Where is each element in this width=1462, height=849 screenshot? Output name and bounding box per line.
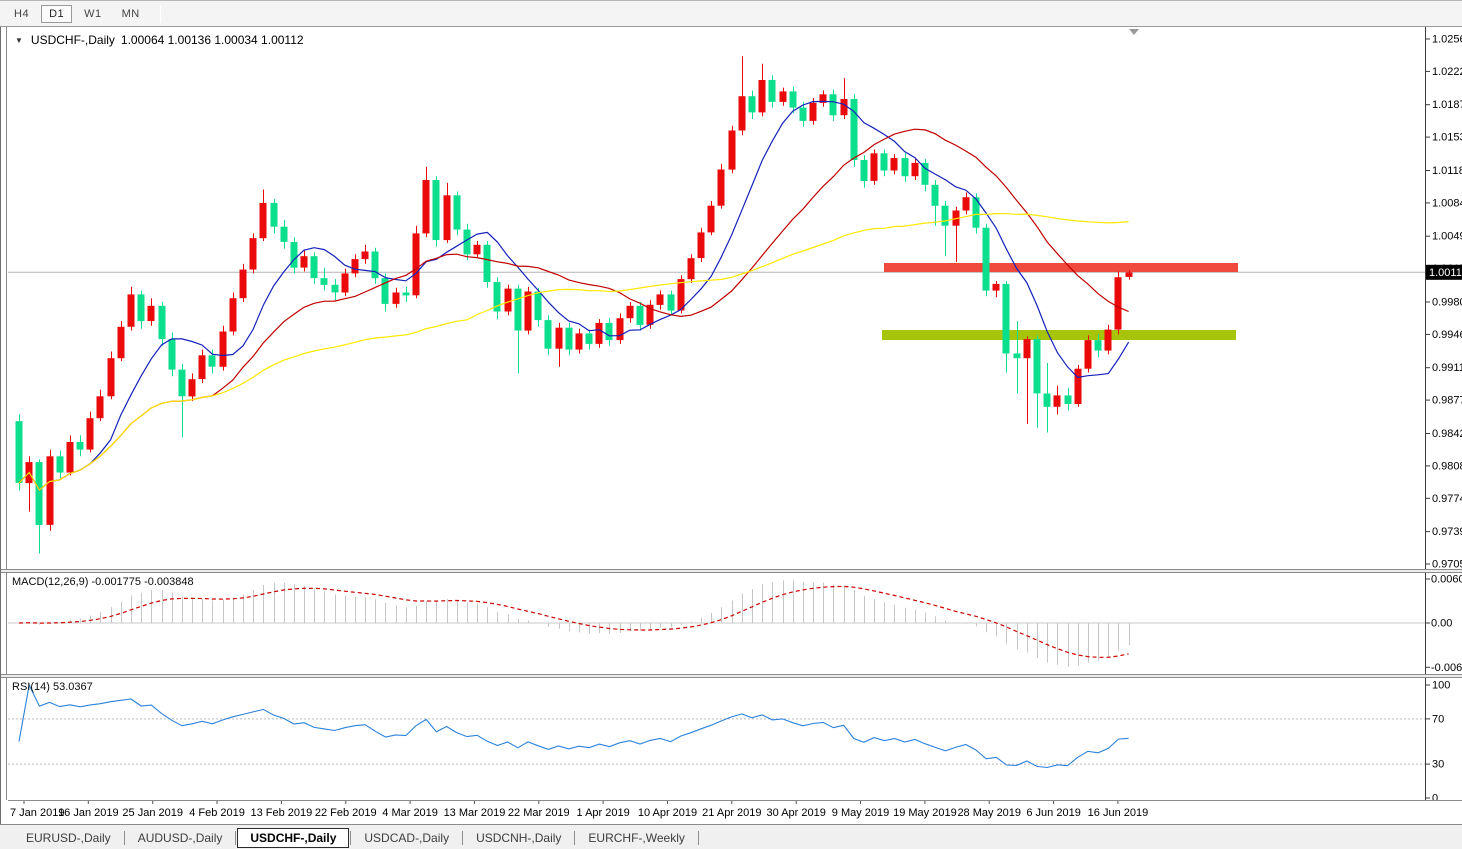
- date-tick-label: 4 Mar 2019: [382, 807, 438, 819]
- rsi-tick-label: 0: [1432, 793, 1438, 801]
- timeframe-button-d1[interactable]: D1: [41, 4, 73, 23]
- price-chart-panel[interactable]: ▼ USDCHF-,Daily 1.00064 1.00136 1.00034 …: [8, 27, 1425, 569]
- timeframe-button-h4[interactable]: H4: [14, 7, 30, 20]
- date-tick-label: 22 Feb 2019: [315, 807, 377, 819]
- price-tick-label: 1.01870: [1432, 99, 1462, 111]
- price-axis[interactable]: 1.02560 1.02220 1.01870 1.01530 1.01180 1.008…: [1425, 27, 1462, 800]
- chart-window: ▼ USDCHF-,Daily 1.00064 1.00136 1.00034 …: [0, 27, 1462, 824]
- date-tick-label: 1 Apr 2019: [577, 807, 630, 819]
- current-price-tag-value: 1.00112: [1429, 267, 1462, 279]
- support-band: [882, 330, 1236, 340]
- macd-label: MACD(12,26,9) -0.001775 -0.003848: [12, 576, 194, 588]
- date-tick-label: 7 Jan 2019: [10, 807, 64, 819]
- price-tick-label: 1.01530: [1432, 132, 1462, 144]
- overlay-ma-mid-line: [18, 128, 1129, 491]
- date-tick-label: 13 Feb 2019: [251, 807, 313, 819]
- rsi-panel[interactable]: RSI(14) 53.0367: [8, 678, 1425, 800]
- date-tick-label: 21 Apr 2019: [702, 807, 761, 819]
- macd-histogram: [29, 580, 1130, 667]
- macd-tick-label: 0.006058: [1431, 574, 1462, 586]
- overlay-ma-fast-line: [18, 100, 1130, 491]
- time-axis[interactable]: 7 Jan 2019 16 Jan 2019 25 Jan 2019 4 Feb 20…: [8, 800, 1425, 824]
- chart-tab-usdchf-daily[interactable]: USDCHF-,Daily: [237, 827, 350, 848]
- window-inner-border: [6, 27, 7, 800]
- timeframe-button-w1[interactable]: W1: [84, 7, 102, 20]
- macd-tick-label: -0.006096: [1431, 662, 1462, 674]
- chevron-down-icon[interactable]: ▼: [15, 35, 23, 45]
- price-tick-label: 0.97740: [1432, 493, 1462, 505]
- price-tick-label: 0.99110: [1432, 362, 1462, 374]
- price-tick-label: 0.98770: [1432, 395, 1462, 407]
- panel-splitter[interactable]: [1, 674, 1462, 678]
- date-tick-label: 25 Jan 2019: [122, 807, 183, 819]
- tab-separator: [462, 830, 464, 845]
- macd-plot[interactable]: [8, 573, 1425, 674]
- date-tick-label: 6 Jun 2019: [1026, 807, 1080, 819]
- date-tick-label: 13 Mar 2019: [444, 807, 506, 819]
- resistance-band: [884, 263, 1238, 272]
- price-tick-label: 1.00840: [1432, 197, 1462, 209]
- candles: [15, 56, 1133, 554]
- price-tick-label: 0.99460: [1432, 329, 1462, 341]
- overlay-ma-slow-line: [18, 212, 1129, 491]
- macd-signal-line: [18, 585, 1129, 658]
- price-tick-label: 0.97390: [1432, 526, 1462, 538]
- date-tick-label: 19 May 2019: [893, 807, 957, 819]
- date-tick-label: 30 Apr 2019: [767, 807, 826, 819]
- price-axis-labels: 1.02560 1.02220 1.01870 1.01530 1.01180 1.008…: [1426, 34, 1462, 801]
- chart-ohlc-values: 1.00064 1.00136 1.00034 1.00112: [120, 33, 304, 47]
- chart-title: ▼ USDCHF-,Daily 1.00064 1.00136 1.00034 …: [15, 33, 304, 47]
- chart-tab-eurusd-daily[interactable]: EURUSD-,Daily: [26, 830, 111, 845]
- rsi-line: [18, 683, 1129, 769]
- chart-tab-usdcnh-daily[interactable]: USDCNH-,Daily: [476, 830, 562, 845]
- chart-tab-audusd-daily[interactable]: AUDUSD-,Daily: [137, 830, 223, 845]
- chart-symbol-label: USDCHF-,Daily: [30, 33, 115, 47]
- timeframe-button-mn[interactable]: MN: [121, 7, 140, 20]
- current-price-tag: [1426, 264, 1462, 280]
- date-tick-label: 16 Jan 2019: [58, 807, 119, 819]
- toolbar-separator: [159, 4, 161, 23]
- date-tick-label: 22 Mar 2019: [508, 807, 570, 819]
- price-tick-label: 0.98420: [1432, 428, 1462, 440]
- macd-panel[interactable]: MACD(12,26,9) -0.001775 -0.003848: [8, 573, 1425, 674]
- date-tick-label: 9 May 2019: [832, 807, 889, 819]
- rsi-label: RSI(14) 53.0367: [12, 681, 93, 693]
- tab-separator: [235, 830, 237, 845]
- rsi-tick-label: 70: [1432, 713, 1444, 725]
- price-tick-label: 0.99800: [1432, 297, 1462, 309]
- rsi-plot[interactable]: [8, 678, 1425, 800]
- price-tick-label: 1.01180: [1432, 165, 1462, 177]
- scroll-position-marker-icon: [1129, 29, 1139, 35]
- price-tick-label: 1.02220: [1432, 66, 1462, 78]
- rsi-tick-label: 100: [1432, 680, 1450, 692]
- chart-tab-usdcad-daily[interactable]: USDCAD-,Daily: [364, 830, 450, 845]
- date-tick-label: 28 May 2019: [957, 807, 1021, 819]
- axis-corner: [1425, 800, 1462, 824]
- panel-splitter[interactable]: [1, 569, 1462, 573]
- price-tick-label: 1.00490: [1432, 231, 1462, 243]
- candlestick-plot[interactable]: [8, 27, 1425, 569]
- date-tick-label: 16 Jun 2019: [1088, 807, 1149, 819]
- macd-tick-label: 0.00: [1431, 618, 1452, 630]
- price-tick-label: 1.02560: [1432, 34, 1462, 46]
- tab-separator: [574, 830, 576, 845]
- price-tick-label: 0.98080: [1432, 460, 1462, 472]
- date-tick-label: 4 Feb 2019: [189, 807, 245, 819]
- tab-separator: [123, 830, 125, 845]
- chart-tab-bar: EURUSD-,Daily AUDUSD-,Daily USDCHF-,Daily U…: [0, 824, 1462, 849]
- tab-separator: [350, 830, 352, 845]
- tab-separator: [697, 830, 699, 845]
- chart-tab-eurchf-weekly[interactable]: EURCHF-,Weekly: [588, 830, 685, 845]
- timeframe-toolbar: H4 D1 W1 MN: [0, 1, 1462, 27]
- rsi-tick-label: 30: [1432, 759, 1444, 771]
- date-tick-label: 10 Apr 2019: [638, 807, 697, 819]
- price-tick-label: 0.97050: [1432, 559, 1462, 571]
